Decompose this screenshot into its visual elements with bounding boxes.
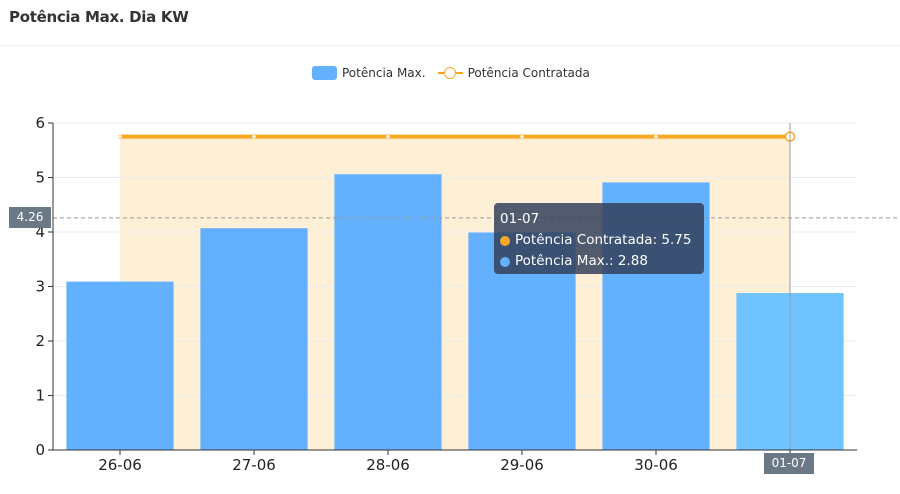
contract-point-26-06 (117, 134, 123, 139)
contract-point-29-06 (519, 134, 525, 139)
contract-point-27-06 (251, 134, 257, 139)
contract-point-28-06 (385, 134, 391, 139)
y-tick-label: 6 (35, 114, 45, 132)
legend-label: Potência Max. (342, 66, 426, 80)
bar-26-06 (66, 281, 174, 450)
y-tick-label: 5 (35, 169, 45, 187)
contract-point-30-06 (653, 134, 659, 139)
y-tick-label: 3 (35, 278, 45, 296)
tooltip-row: Potência Max.: 2.88 (500, 251, 698, 272)
page-title: Potência Max. Dia KW (9, 8, 189, 26)
tooltip-dot-contratada-icon (500, 235, 510, 246)
header: Potência Max. Dia KW (0, 0, 900, 46)
chart-legend: Potência Max. Potência Contratada (312, 66, 602, 80)
x-tick-label: 28-06 (366, 456, 410, 474)
y-tick-label: 1 (35, 387, 45, 405)
crosshair-y-label: 4.26 (9, 207, 51, 228)
x-tick-label: 27-06 (232, 456, 276, 474)
tooltip-title: 01-07 (500, 211, 540, 227)
legend-item-potencia-contratada[interactable]: Potência Contratada (437, 66, 590, 80)
y-tick-label: 0 (35, 441, 45, 459)
tooltip-row: Potência Contratada: 5.75 (500, 230, 698, 251)
x-tick-label: 30-06 (634, 456, 678, 474)
bar-28-06 (334, 174, 442, 451)
x-tick-label: 26-06 (98, 456, 142, 474)
legend-label: Potência Contratada (467, 66, 590, 80)
tooltip-row-label: Potência Contratada: 5.75 (515, 232, 692, 248)
tooltip-row-label: Potência Max.: 2.88 (515, 253, 648, 269)
crosshair-x-label: 01-07 (764, 453, 814, 474)
bar-27-06 (200, 228, 308, 450)
tooltip-dot-max-icon (500, 256, 510, 267)
legend-line-swatch-icon (437, 66, 463, 80)
legend-bar-swatch-icon (312, 66, 337, 80)
y-tick-label: 2 (35, 332, 45, 350)
y-tick-label: 4 (35, 223, 45, 241)
tooltip: 01-07 Potência Contratada: 5.75 Potência… (494, 203, 704, 274)
legend-item-potencia-max[interactable]: Potência Max. (312, 66, 426, 80)
x-tick-label: 29-06 (500, 456, 544, 474)
